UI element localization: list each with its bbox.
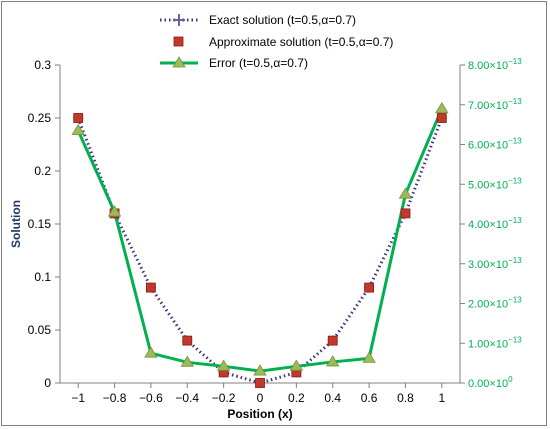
legend-error-marker: [172, 56, 186, 68]
y-tick-label: 0.3: [34, 58, 51, 72]
legend-approx-label: Approximate solution (t=0.5,α=0.7): [209, 35, 393, 49]
series-error-point: [362, 351, 376, 363]
series-error-point: [107, 205, 122, 217]
series-error-point: [398, 187, 413, 199]
series-error-line: [76, 108, 444, 373]
legend: Exact solution (t=0.5,α=0.7) Approximate…: [160, 13, 393, 70]
x-axis-title: Position (x): [227, 407, 292, 421]
x-tick-label: 0: [257, 391, 264, 405]
y-tick-label: 0.15: [28, 217, 52, 231]
x-tick-label: 0.4: [324, 391, 341, 405]
series-approx-point: [255, 378, 265, 388]
series-error-point: [253, 364, 267, 376]
series-error-point: [71, 123, 85, 135]
y2-tick-label: 1.00×10−13: [468, 335, 522, 350]
series-error-point: [289, 359, 304, 371]
series-error-point: [144, 346, 158, 358]
x-tick-label: −0.6: [139, 391, 163, 405]
series-approx-point: [364, 282, 374, 293]
y2-tick-label: 7.00×10−13: [468, 97, 522, 112]
series-error-point: [216, 359, 231, 371]
series-approx-point: [73, 113, 84, 123]
series-approx-point: [436, 113, 447, 123]
legend-exact-label: Exact solution (t=0.5,α=0.7): [209, 13, 356, 27]
y2-tick-label: 0.00×100: [468, 375, 513, 390]
y-tick-label: 0: [44, 376, 51, 390]
y2-tick-label: 8.00×10−13: [468, 57, 522, 72]
legend-exact-marker: [173, 14, 185, 26]
y-tick-label: 0.1: [34, 270, 51, 284]
y2-tick-label: 3.00×10−13: [468, 256, 522, 271]
y2-tick-label: 6.00×10−13: [468, 137, 522, 152]
x-tick-label: 1: [438, 391, 445, 405]
series-approx-point: [327, 335, 338, 346]
series-error-point: [326, 355, 340, 367]
y-tick-label: 0.25: [28, 111, 52, 125]
x-tick-label: 0.2: [288, 391, 305, 405]
legend-approx-marker: [173, 36, 184, 47]
series-exact-line: [76, 117, 444, 385]
series-approx-point: [400, 208, 411, 219]
series-approx-point: [146, 282, 156, 293]
y-tick-label: 0.2: [34, 164, 51, 178]
y2-tick-label: 5.00×10−13: [468, 176, 522, 191]
x-tick-label: −0.4: [175, 391, 199, 405]
y2-tick-label: 4.00×10−13: [468, 216, 522, 231]
y-tick-label: 0.05: [28, 323, 52, 337]
x-tick-label: −0.8: [103, 391, 127, 405]
x-tick-label: 0.6: [361, 391, 378, 405]
y2-tick-label: 2.00×10−13: [468, 296, 522, 311]
series-approx-point: [182, 335, 193, 346]
legend-error-label: Error (t=0.5,α=0.7): [209, 56, 308, 70]
series-error-point: [435, 101, 449, 114]
x-tick-label: −0.2: [212, 391, 236, 405]
series-error-point: [180, 355, 194, 367]
x-tick-label: 0.8: [397, 391, 414, 405]
x-tick-label: −1: [71, 391, 85, 405]
y-axis-title: Solution: [9, 200, 23, 248]
plot-layer: 0 0.05 0.1 0.15 0.2 0.25 0.3 0.00×100 1.00×10−13…: [28, 57, 523, 405]
